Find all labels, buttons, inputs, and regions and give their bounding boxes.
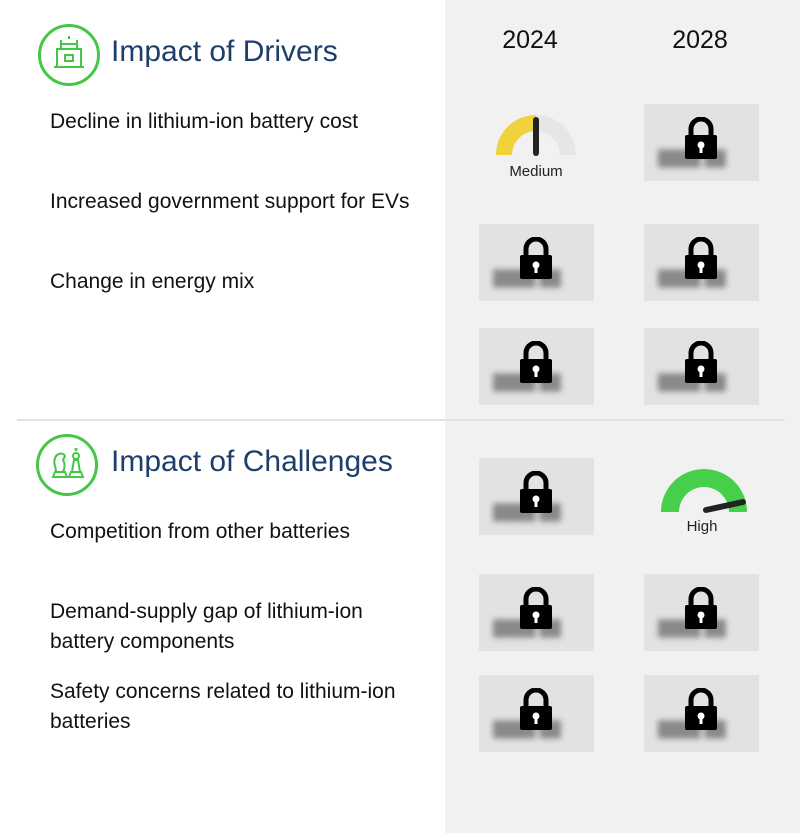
- medium-gauge: [493, 112, 579, 163]
- challenges-title: Impact of Challenges: [111, 445, 393, 478]
- gauge-label-medium: Medium: [509, 163, 563, 180]
- locked-cell[interactable]: ████ ██: [479, 328, 594, 405]
- section-divider: [17, 419, 785, 421]
- drivers-title: Impact of Drivers: [111, 35, 338, 68]
- locked-cell[interactable]: ████ ██: [644, 675, 759, 752]
- driver-item-2: Increased government support for EVs: [50, 190, 410, 213]
- lock-icon: [685, 117, 717, 159]
- lock-icon: [520, 237, 552, 279]
- locked-cell[interactable]: ████ ██: [479, 224, 594, 301]
- high-gauge: [659, 466, 749, 519]
- challenge-item-1: Competition from other batteries: [50, 520, 350, 543]
- locked-cell[interactable]: ████ ██: [479, 675, 594, 752]
- chess-icon: [36, 434, 98, 496]
- factory-icon: [38, 24, 100, 86]
- year-header-2024: 2024: [502, 26, 558, 54]
- challenge-item-2: Demand-supply gap of lithium-ion battery…: [50, 600, 363, 653]
- gauge-label-high: High: [686, 518, 718, 535]
- locked-cell[interactable]: ████ ██: [644, 328, 759, 405]
- locked-cell[interactable]: ████ ██: [479, 458, 594, 535]
- lock-icon: [685, 688, 717, 730]
- locked-cell[interactable]: ████ ██: [644, 224, 759, 301]
- lock-icon: [685, 237, 717, 279]
- lock-icon: [520, 471, 552, 513]
- driver-item-1: Decline in lithium-ion battery cost: [50, 110, 359, 133]
- locked-cell[interactable]: ████ ██: [644, 574, 759, 651]
- locked-cell[interactable]: ████ ██: [479, 574, 594, 651]
- lock-icon: [520, 341, 552, 383]
- year-header-2028: 2028: [672, 26, 728, 54]
- driver-item-3: Change in energy mix: [50, 270, 255, 293]
- lock-icon: [685, 341, 717, 383]
- lock-icon: [685, 587, 717, 629]
- lock-icon: [520, 688, 552, 730]
- challenge-item-3: Safety concerns related to lithium-ion b…: [50, 680, 396, 733]
- locked-cell[interactable]: ████ ██: [644, 104, 759, 181]
- lock-icon: [520, 587, 552, 629]
